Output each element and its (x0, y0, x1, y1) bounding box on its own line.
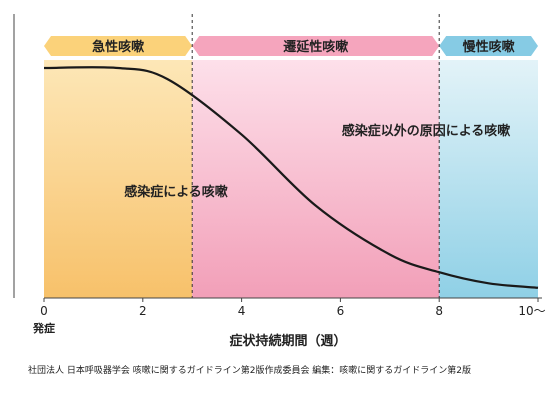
phase-label: 慢性咳嗽 (463, 39, 515, 55)
source-citation: 社団法人 日本呼吸器学会 咳嗽に関するガイドライン第2版作成委員会 編集：咳嗽に… (28, 366, 472, 376)
phase-band (192, 60, 440, 298)
phase-arrow (439, 36, 538, 56)
x-tick-label: 6 (337, 304, 345, 318)
x-tick-label: 4 (238, 304, 246, 318)
phase-arrow (44, 36, 193, 56)
cough-cause-curve (43, 66, 539, 289)
x-axis-title: 症状持続期間（週） (229, 333, 346, 349)
phase-band (439, 60, 538, 298)
phase-label: 急性咳嗽 (92, 39, 144, 55)
x-tick-label: 2 (139, 304, 147, 318)
phase-band (44, 60, 193, 298)
x-tick-label: 8 (435, 304, 443, 318)
origin-label: 発症 (32, 321, 55, 335)
x-tick-label: 10〜 (518, 304, 545, 318)
annotation-non-infection: 感染症以外の原因による咳嗽 (342, 123, 511, 139)
phase-arrow (192, 36, 440, 56)
x-tick-label: 0 (40, 304, 48, 318)
annotation-infection: 感染症による咳嗽 (124, 184, 228, 200)
phase-label: 遷延性咳嗽 (283, 39, 348, 55)
